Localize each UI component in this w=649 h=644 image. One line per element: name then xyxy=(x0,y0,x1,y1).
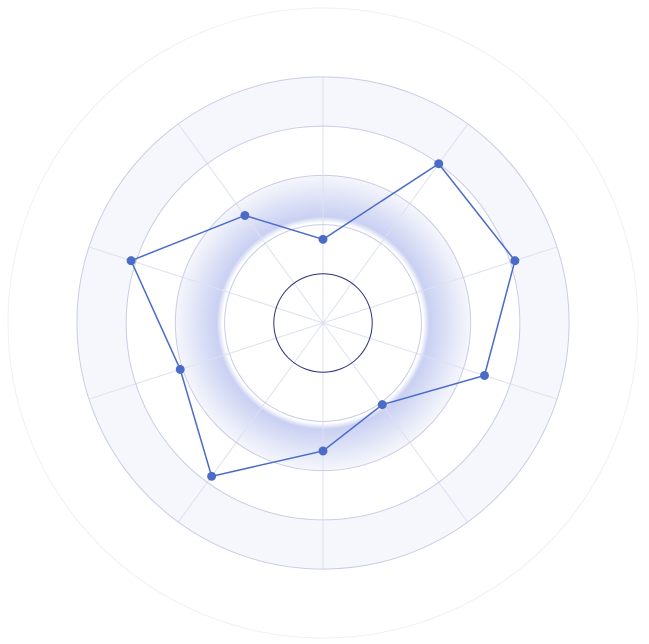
spoke xyxy=(177,322,324,523)
spoke xyxy=(322,322,469,523)
grid-ring xyxy=(125,125,521,521)
grid-ring xyxy=(76,76,570,570)
data-point xyxy=(377,400,387,410)
spoke xyxy=(322,123,469,324)
spoke xyxy=(88,322,324,400)
data-point xyxy=(207,471,217,481)
data-point xyxy=(318,446,328,456)
spoke xyxy=(177,123,324,324)
grid-ring xyxy=(174,174,472,472)
data-point xyxy=(318,234,328,244)
grid-ring xyxy=(273,273,373,373)
data-point xyxy=(175,364,185,374)
data-point xyxy=(510,256,520,266)
spoke xyxy=(322,322,558,400)
data-point xyxy=(126,256,136,266)
data-point xyxy=(479,370,489,380)
grid-ring xyxy=(224,224,422,422)
data-point xyxy=(434,159,444,169)
data-point xyxy=(240,210,250,220)
